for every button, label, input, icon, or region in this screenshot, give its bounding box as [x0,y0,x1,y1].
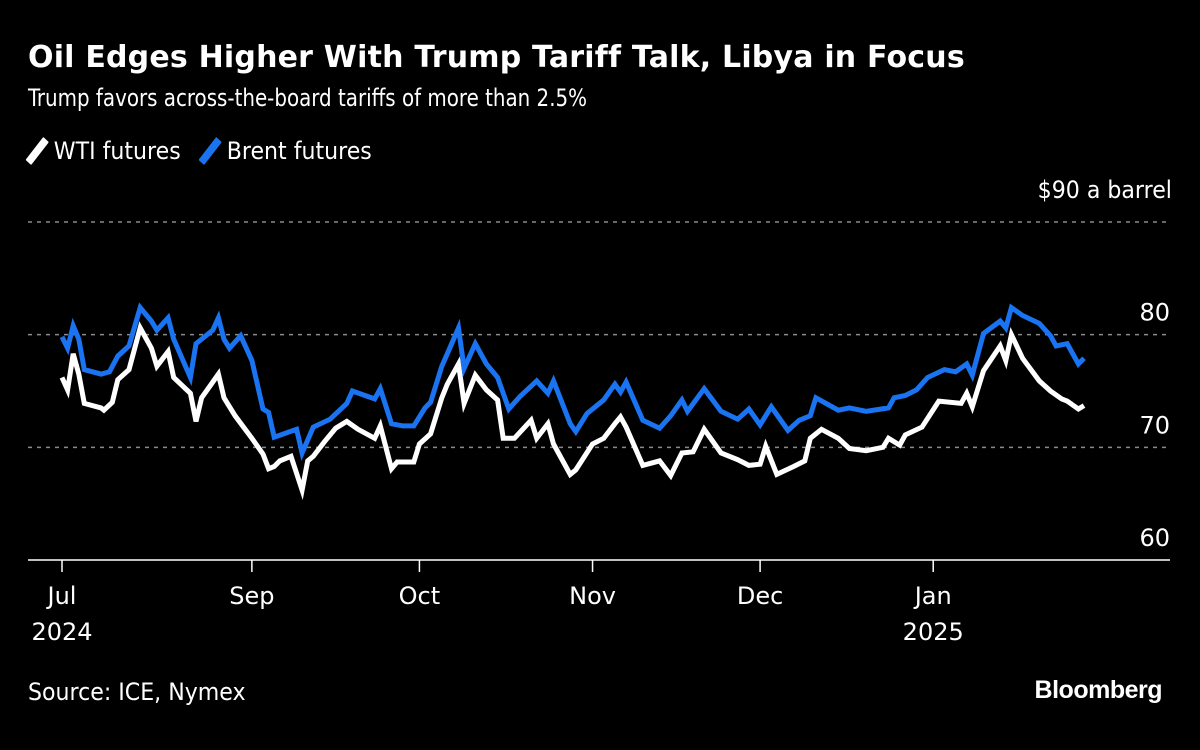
series-lines [59,302,1086,501]
chart-title: Oil Edges Higher With Trump Tariff Talk,… [28,40,965,75]
y-axis-unit-label: $90 a barrel [1037,176,1172,204]
x-tick-year-2025: 2025 [903,618,964,646]
gridlines [28,221,1170,449]
series-line-wti [59,321,1086,501]
x-tick-label-dec: Dec [737,582,783,610]
chart-subtitle: Trump favors across-the-board tariffs of… [28,84,588,112]
legend-item-wti: WTI futures [25,136,181,166]
y-tick-label-80: 80 [1139,299,1170,327]
x-tick-label-sep: Sep [229,582,274,610]
source-note: Source: ICE, Nymex [28,678,246,706]
x-tick-year-2024: 2024 [31,618,92,646]
y-tick-label-70: 70 [1139,411,1170,439]
bloomberg-logo: Bloomberg [1034,676,1163,704]
x-tick-label-oct: Oct [399,582,441,610]
x-tick-label-jul: Jul [46,582,77,610]
legend-item-brent: Brent futures [198,136,372,166]
legend-label-brent: Brent futures [226,137,372,165]
series-line-brent [59,302,1086,461]
legend-label-wti: WTI futures [53,137,181,165]
x-axis: Jul 2024 Sep Oct Nov Dec Jan 2025 [28,559,1170,646]
x-tick-label-jan: Jan [913,582,952,610]
y-tick-label-60: 60 [1139,524,1170,552]
x-tick-label-nov: Nov [569,582,616,610]
legend: WTI futures Brent futures [25,136,392,166]
y-axis-ticks: 80 70 60 [1139,299,1170,552]
